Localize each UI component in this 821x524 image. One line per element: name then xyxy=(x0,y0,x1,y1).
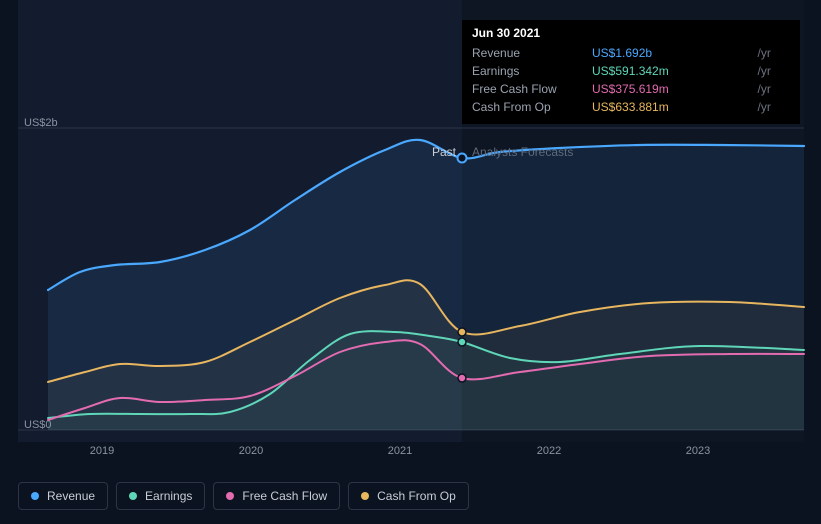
hover-marker-fcf xyxy=(458,374,466,382)
tooltip-row: RevenueUS$1.692b/yr xyxy=(472,44,790,62)
y-axis-tick-label: US$2b xyxy=(24,117,58,129)
tooltip-row-label: Cash From Op xyxy=(472,98,592,116)
legend-dot xyxy=(129,492,137,500)
legend-dot xyxy=(31,492,39,500)
legend-toggle-revenue[interactable]: Revenue xyxy=(18,482,108,510)
legend-label: Free Cash Flow xyxy=(242,489,327,503)
hover-marker-earnings xyxy=(458,338,466,346)
tooltip-row-unit: /yr xyxy=(753,44,790,62)
divider-marker xyxy=(458,154,467,163)
legend-label: Earnings xyxy=(145,489,192,503)
tooltip-row-value: US$1.692b xyxy=(592,44,753,62)
tooltip-row-label: Earnings xyxy=(472,62,592,80)
legend-dot xyxy=(361,492,369,500)
tooltip-date: Jun 30 2021 xyxy=(472,26,790,40)
tooltip-table: RevenueUS$1.692b/yrEarningsUS$591.342m/y… xyxy=(472,44,790,116)
tooltip-row-unit: /yr xyxy=(753,98,790,116)
tooltip-row-unit: /yr xyxy=(753,80,790,98)
divider-label-forecast: Analysts Forecasts xyxy=(472,145,573,159)
tooltip-row-value: US$375.619m xyxy=(592,80,753,98)
x-axis-tick-label: 2019 xyxy=(90,445,114,457)
tooltip-row-unit: /yr xyxy=(753,62,790,80)
legend-label: Cash From Op xyxy=(377,489,456,503)
divider-label-past: Past xyxy=(432,145,457,159)
financials-chart: US$0US$2b20192020202120222023PastAnalyst… xyxy=(0,0,821,524)
tooltip-row-value: US$633.881m xyxy=(592,98,753,116)
tooltip-row: Cash From OpUS$633.881m/yr xyxy=(472,98,790,116)
x-axis-tick-label: 2020 xyxy=(239,445,263,457)
x-axis-tick-label: 2021 xyxy=(388,445,412,457)
chart-legend: Revenue Earnings Free Cash Flow Cash From O… xyxy=(18,482,469,510)
tooltip-row-label: Revenue xyxy=(472,44,592,62)
hover-marker-cash_from_op xyxy=(458,328,466,336)
tooltip-row-label: Free Cash Flow xyxy=(472,80,592,98)
tooltip-row: Free Cash FlowUS$375.619m/yr xyxy=(472,80,790,98)
x-axis-tick-label: 2023 xyxy=(686,445,710,457)
legend-dot xyxy=(226,492,234,500)
legend-toggle-cash_from_op[interactable]: Cash From Op xyxy=(348,482,469,510)
tooltip-row: EarningsUS$591.342m/yr xyxy=(472,62,790,80)
legend-toggle-earnings[interactable]: Earnings xyxy=(116,482,205,510)
chart-tooltip: Jun 30 2021RevenueUS$1.692b/yrEarningsUS… xyxy=(462,20,800,124)
x-axis-tick-label: 2022 xyxy=(537,445,561,457)
tooltip-row-value: US$591.342m xyxy=(592,62,753,80)
legend-label: Revenue xyxy=(47,489,95,503)
legend-toggle-fcf[interactable]: Free Cash Flow xyxy=(213,482,340,510)
